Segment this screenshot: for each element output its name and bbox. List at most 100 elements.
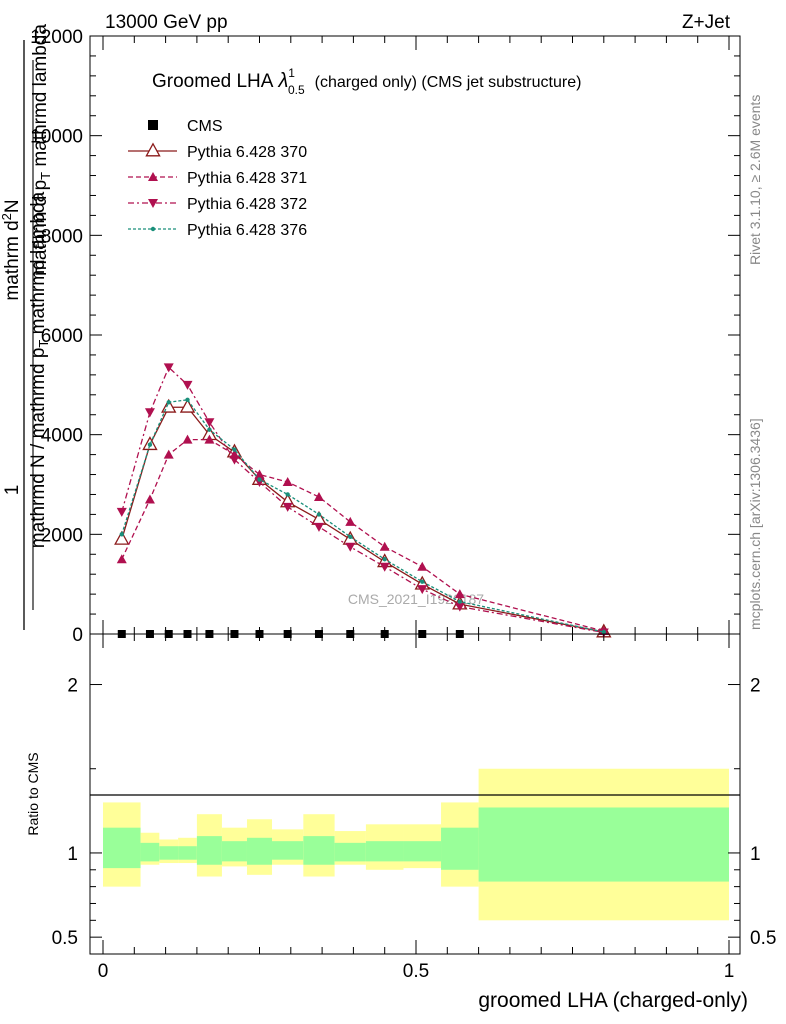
ratio-band-inner <box>159 846 179 860</box>
series-marker <box>232 447 237 452</box>
series-marker <box>116 554 127 564</box>
ratio-band-inner <box>272 841 304 860</box>
series-marker <box>348 534 353 540</box>
ratio-y-tick-label: 2 <box>67 676 78 697</box>
series-marker <box>345 542 356 552</box>
series-marker <box>147 442 153 447</box>
main-y-tick-label: 0 <box>72 625 83 646</box>
mcplots-label: mcplots.cern.ch [arXiv:1306.3436] <box>747 418 763 630</box>
ylabel-one: 1 <box>2 485 23 496</box>
main-y-tick-label: 10000 <box>30 127 83 148</box>
x-axis-label: groomed LHA (charged-only) <box>478 989 748 1012</box>
legend-entry: Pythia 6.428 371 <box>128 170 307 187</box>
series-2 <box>116 434 609 636</box>
x-tick-label: 1 <box>724 961 735 982</box>
series-marker <box>182 434 193 444</box>
ylabel-denominator-top: mathrm d2N <box>0 199 23 300</box>
ratio-band-inner <box>246 837 273 865</box>
series-marker <box>163 449 174 459</box>
series-marker <box>163 363 174 373</box>
series-marker <box>145 142 161 157</box>
series-marker <box>182 380 193 390</box>
ratio-y-tick-label-right: 2 <box>750 676 761 697</box>
legend-label: Pythia 6.428 376 <box>187 222 307 239</box>
series-marker <box>313 491 324 501</box>
ratio-band-inner <box>303 836 335 865</box>
series-4 <box>119 397 606 635</box>
series-marker <box>204 434 215 444</box>
legend-label: Pythia 6.428 371 <box>187 170 307 187</box>
series-marker <box>257 477 262 482</box>
ratio-y-tick-label: 1 <box>67 844 78 865</box>
series-marker <box>285 492 290 497</box>
main-y-tick-label: 12000 <box>30 27 83 48</box>
series-marker <box>382 557 387 562</box>
series-marker <box>313 522 324 532</box>
energy-label: 13000 GeV pp <box>105 12 228 33</box>
process-label: Z+Jet <box>682 12 731 33</box>
series-marker <box>185 397 190 402</box>
series-marker <box>179 398 196 413</box>
analysis-watermark: CMS_2021_I1920187 <box>348 591 484 607</box>
series-marker <box>282 477 293 487</box>
series-marker <box>148 172 158 181</box>
legend-entry: Pythia 6.428 372 <box>128 196 307 213</box>
series-marker <box>417 561 428 571</box>
ratio-band-inner <box>365 841 404 862</box>
ratio-band-inner <box>334 842 366 862</box>
series-marker <box>601 629 606 635</box>
series-marker <box>457 599 463 604</box>
ratio-plot-frame <box>89 633 741 955</box>
legend-label: CMS <box>187 118 223 135</box>
ratio-band-inner <box>403 841 442 862</box>
ratio-band-inner <box>196 836 222 865</box>
series-marker <box>116 507 127 517</box>
series-marker <box>345 516 356 526</box>
series-marker <box>282 502 293 512</box>
series-marker <box>454 589 465 599</box>
ratio-y-tick-labels: 0.5 0.5 1 1 2 2 <box>52 676 777 950</box>
series-marker <box>229 455 240 465</box>
main-y-tick-label: 8000 <box>41 226 83 247</box>
series-marker <box>379 541 390 551</box>
series-marker <box>144 494 155 504</box>
ratio-y-tick-label: 0.5 <box>52 928 78 949</box>
ratio-band-inner <box>221 841 247 862</box>
series-3 <box>116 363 609 638</box>
main-y-tick-labels: 0 2000 4000 6000 8000 10000 12000 <box>30 27 83 646</box>
series-marker <box>204 418 215 428</box>
series-marker <box>114 530 130 545</box>
series-marker <box>119 532 124 537</box>
series-marker <box>148 199 158 208</box>
ratio-band-inner <box>103 827 141 869</box>
x-tick-labels: 0 0.5 1 <box>98 961 735 982</box>
x-tick-label: 0.5 <box>403 961 429 982</box>
ratio-y-tick-label-right: 0.5 <box>750 928 776 949</box>
plot-title: Groomed LHA λ1 0.5 (charged only) (CMS jet … <box>152 66 581 97</box>
series-marker <box>254 469 265 479</box>
ratio-axis-ticks <box>90 634 740 955</box>
legend-entry: Pythia 6.428 376 <box>128 222 307 239</box>
main-ylabel: 1 mathrmd N / mathrmd pT mathrmd lambda … <box>0 24 53 630</box>
legend-entry: CMS <box>148 118 223 135</box>
main-y-tick-label: 4000 <box>41 426 83 447</box>
series-line <box>121 399 604 633</box>
series-marker <box>316 512 322 517</box>
ylabel-denominator-bottom: mathrm d pT mathrmd lambda <box>30 24 53 276</box>
series-marker <box>150 226 156 232</box>
series-line <box>121 438 604 632</box>
legend-entry: Pythia 6.428 370 <box>128 142 307 161</box>
ratio-band-inner <box>441 827 479 870</box>
ratio-ylabel: Ratio to CMS <box>25 752 41 835</box>
ratio-band-inner <box>478 807 729 882</box>
x-tick-label: 0 <box>98 961 109 982</box>
series-marker <box>379 562 390 572</box>
series-marker <box>166 400 171 405</box>
rivet-label: Rivet 3.1.10, ≥ 2.6M events <box>747 95 763 265</box>
main-y-tick-label: 6000 <box>41 326 83 347</box>
series-marker <box>207 427 212 432</box>
series-marker <box>254 478 265 488</box>
ratio-band-inner <box>140 842 160 862</box>
ratio-band-inner <box>178 846 197 860</box>
